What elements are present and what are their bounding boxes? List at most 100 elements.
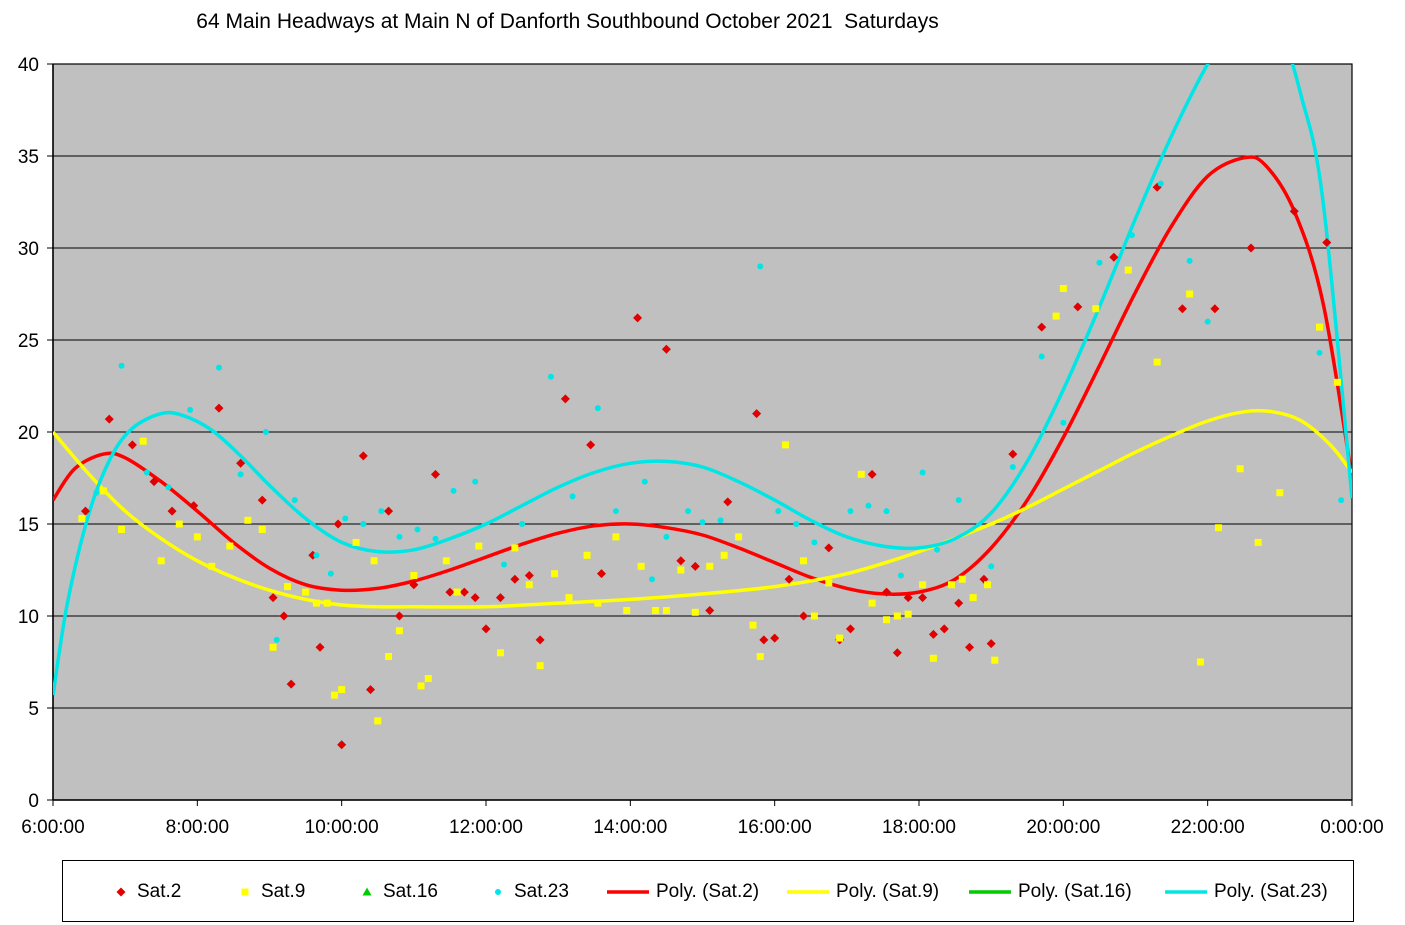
- legend-marker: [495, 889, 501, 895]
- legend-line-swatch: [1165, 890, 1207, 894]
- data-point: [291, 497, 298, 504]
- legend-item: Poly. (Sat.16): [968, 861, 1132, 923]
- data-point: [723, 497, 733, 507]
- data-point: [157, 557, 165, 565]
- data-point: [752, 409, 762, 419]
- data-point: [394, 611, 404, 621]
- data-point: [1038, 353, 1045, 360]
- legend-label: Poly. (Sat.16): [1018, 881, 1132, 902]
- data-point: [481, 624, 491, 634]
- data-point: [470, 593, 480, 603]
- series-sat-2: [80, 182, 1332, 750]
- data-point: [236, 458, 246, 468]
- data-point: [338, 686, 346, 694]
- data-point: [1008, 449, 1018, 459]
- data-point: [677, 566, 685, 574]
- legend-marker-swatch: [362, 887, 372, 896]
- data-point: [442, 557, 450, 565]
- data-point: [1322, 237, 1332, 247]
- x-tick-label: 6:00:00: [21, 817, 84, 838]
- data-point: [510, 574, 520, 584]
- data-point: [1254, 538, 1262, 546]
- data-point: [327, 570, 334, 577]
- data-point: [756, 652, 764, 660]
- data-point: [214, 403, 224, 413]
- data-point: [699, 519, 706, 526]
- data-point: [396, 533, 403, 540]
- data-point: [189, 501, 199, 511]
- data-point: [569, 493, 576, 500]
- data-point: [1060, 419, 1067, 426]
- data-point: [193, 533, 201, 541]
- data-point: [417, 682, 425, 690]
- data-point: [409, 580, 419, 590]
- data-point: [286, 679, 296, 689]
- data-point: [167, 506, 177, 516]
- legend-item: Sat.2: [111, 861, 181, 923]
- y-tick-label: 5: [28, 699, 39, 720]
- data-point: [78, 514, 86, 522]
- data-point: [705, 605, 715, 615]
- data-point: [565, 594, 573, 602]
- legend-label: Sat.9: [261, 881, 306, 902]
- data-point: [215, 364, 222, 371]
- data-point: [257, 495, 267, 505]
- data-point: [352, 538, 360, 546]
- data-point: [1204, 318, 1211, 325]
- data-point: [897, 572, 904, 579]
- data-point: [453, 588, 461, 596]
- data-point: [720, 551, 728, 559]
- legend-line-swatch: [607, 890, 649, 894]
- data-point: [430, 469, 440, 479]
- data-point: [237, 471, 244, 478]
- data-point: [414, 526, 421, 533]
- y-tick-label: 35: [18, 147, 39, 168]
- axes: 0 5 10 15 20 25 30 35 40 6:00:00 8:00:00 10:00:00 12…: [18, 55, 1384, 838]
- legend-marker-swatch: [495, 889, 501, 895]
- data-point: [845, 624, 855, 634]
- data-point: [663, 533, 670, 540]
- data-point: [226, 542, 234, 550]
- legend-item: Poly. (Sat.2): [606, 861, 759, 923]
- data-point: [793, 521, 800, 527]
- data-point: [939, 624, 949, 634]
- data-point: [472, 478, 479, 485]
- data-point: [258, 526, 266, 534]
- data-point: [1124, 266, 1132, 274]
- data-point: [596, 569, 606, 579]
- data-point: [384, 506, 394, 516]
- data-point: [612, 508, 619, 515]
- data-point: [302, 588, 310, 596]
- data-point: [784, 574, 794, 584]
- data-point: [244, 516, 252, 524]
- data-point: [139, 437, 147, 445]
- data-point: [312, 599, 320, 607]
- data-point: [623, 606, 631, 614]
- data-point: [208, 562, 216, 570]
- x-tick-label: 18:00:00: [882, 817, 956, 838]
- data-point: [824, 543, 834, 553]
- data-point: [868, 599, 876, 607]
- data-point: [143, 469, 150, 476]
- legend-label: Sat.16: [383, 881, 438, 902]
- data-point: [757, 263, 764, 270]
- x-tick-label: 16:00:00: [738, 817, 812, 838]
- data-point: [717, 517, 724, 524]
- y-tick-label: 15: [18, 515, 39, 536]
- data-point: [883, 616, 891, 624]
- data-point: [759, 635, 769, 645]
- data-point: [273, 636, 280, 643]
- legend-marker: [362, 887, 372, 896]
- data-point: [268, 593, 278, 603]
- data-point: [865, 502, 872, 509]
- data-point: [857, 470, 865, 478]
- data-point: [586, 440, 596, 450]
- data-point: [648, 576, 655, 583]
- data-point: [551, 570, 559, 578]
- legend-line-swatch: [787, 890, 829, 894]
- legend-item: Sat.9: [235, 861, 305, 923]
- legend-marker-swatch: [116, 887, 126, 897]
- data-point: [1109, 252, 1119, 262]
- data-point: [1316, 349, 1323, 356]
- chart-plot: 0 5 10 15 20 25 30 35 40 6:00:00 8:00:00 10:00:00 12…: [18, 55, 1384, 838]
